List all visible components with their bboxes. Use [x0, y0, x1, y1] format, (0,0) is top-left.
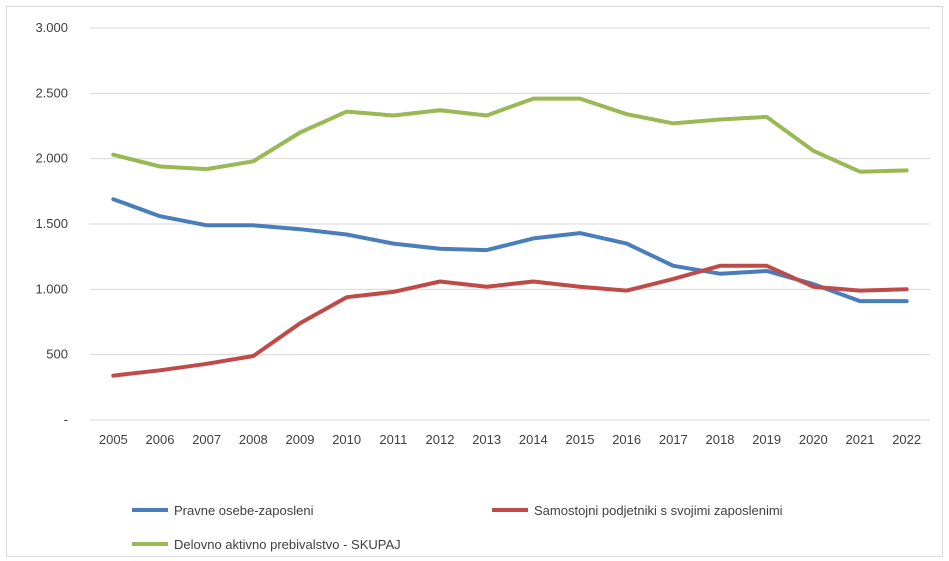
x-tick-label: 2005: [99, 432, 128, 447]
gridlines: [90, 27, 930, 356]
x-tick-label: 2020: [799, 432, 828, 447]
x-tick-label: 2014: [519, 432, 548, 447]
legend-label: Pravne osebe-zaposleni: [174, 502, 314, 518]
x-tick-label: 2009: [286, 432, 315, 447]
x-tick-label: 2006: [146, 432, 175, 447]
series-line-1: [111, 263, 909, 378]
x-tick-label: 2022: [892, 432, 921, 447]
x-tick-label: 2018: [706, 432, 735, 447]
x-tick-label: 2021: [846, 432, 875, 447]
legend-label: Delovno aktivno prebivalstvo - SKUPAJ: [174, 536, 401, 552]
legend-swatch: [492, 508, 528, 512]
legend-item-pravne-osebe: Pravne osebe-zaposleni: [132, 500, 313, 520]
x-axis-tick-labels: 2005 2006 2007 2008 2009 2010 2011 2012 2013 2014…: [99, 432, 921, 447]
y-tick-label: 2.000: [35, 151, 68, 166]
legend-swatch: [132, 542, 168, 546]
legend-item-delovno-aktivno: Delovno aktivno prebivalstvo - SKUPAJ: [132, 534, 401, 554]
y-axis-tick-labels: - 500 1.000 1.500 2.000 2.500 3.000: [35, 20, 68, 427]
y-tick-label: 3.000: [35, 20, 68, 35]
series-line-0: [111, 197, 909, 304]
x-tick-label: 2019: [752, 432, 781, 447]
x-tick-label: 2017: [659, 432, 688, 447]
x-tick-label: 2016: [612, 432, 641, 447]
y-tick-label: -: [64, 412, 68, 427]
x-tick-label: 2013: [472, 432, 501, 447]
x-tick-label: 2007: [192, 432, 221, 447]
x-tick-label: 2015: [566, 432, 595, 447]
x-tick-label: 2008: [239, 432, 268, 447]
legend-item-samostojni-podjetniki: Samostojni podjetniki s svojimi zaposlen…: [492, 500, 783, 520]
y-tick-label: 2.500: [35, 85, 68, 100]
x-tick-label: 2010: [332, 432, 361, 447]
series-line-2: [111, 96, 909, 174]
y-tick-label: 1.500: [35, 216, 68, 231]
legend-label: Samostojni podjetniki s svojimi zaposlen…: [534, 502, 783, 518]
series-lines: [111, 96, 909, 378]
x-tick-label: 2011: [379, 432, 407, 447]
x-tick-label: 2012: [426, 432, 455, 447]
y-tick-label: 1.000: [35, 281, 68, 296]
chart-frame: [6, 6, 943, 557]
y-tick-label: 500: [46, 347, 68, 362]
legend-swatch: [132, 508, 168, 512]
